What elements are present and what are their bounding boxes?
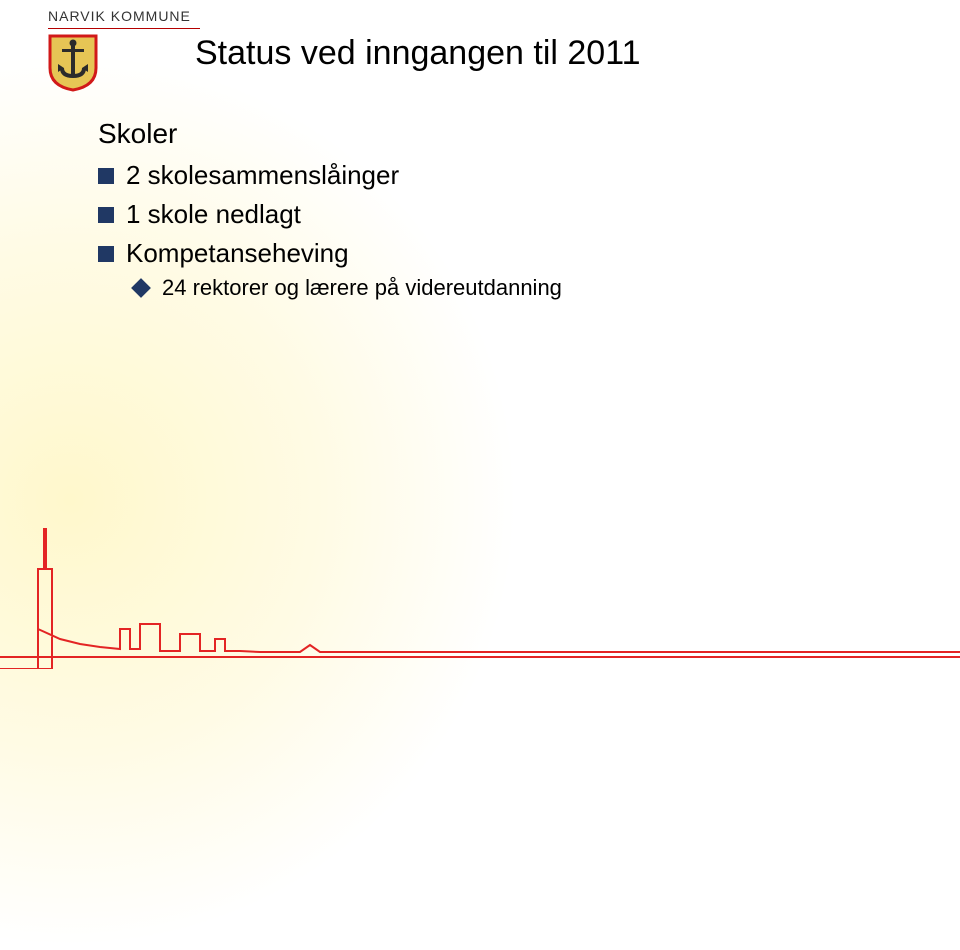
narvik-crest-icon [48, 34, 98, 92]
bullet-text: 1 skole nedlagt [126, 199, 301, 230]
bullet-item: Kompetanseheving [98, 238, 562, 269]
skyline-decoration-icon [0, 489, 960, 669]
square-bullet-icon [98, 207, 114, 223]
sub-bullet-item: 24 rektorer og lærere på videreutdanning [134, 275, 562, 301]
brand-name: NARVIK KOMMUNE [48, 8, 191, 24]
bullet-text: Kompetanseheving [126, 238, 349, 269]
bullet-item: 1 skole nedlagt [98, 199, 562, 230]
square-bullet-icon [98, 168, 114, 184]
slide-title: Status ved inngangen til 2011 [195, 34, 641, 73]
bullet-item: 2 skolesammenslåinger [98, 160, 562, 191]
content-area: Skoler 2 skolesammenslåinger 1 skole ned… [98, 118, 562, 301]
section-heading: Skoler [98, 118, 562, 150]
sub-bullet-text: 24 rektorer og lærere på videreutdanning [162, 275, 562, 301]
diamond-bullet-icon [131, 278, 151, 298]
brand-underline [48, 28, 200, 29]
bullet-text: 2 skolesammenslåinger [126, 160, 399, 191]
square-bullet-icon [98, 246, 114, 262]
